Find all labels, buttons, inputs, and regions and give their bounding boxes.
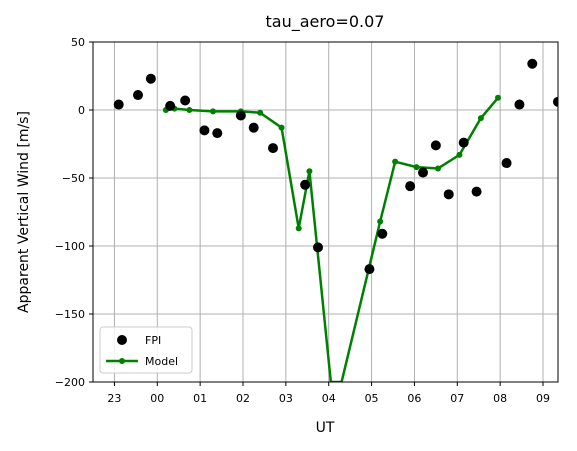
fpi-point [471,186,482,197]
fpi-point [377,228,388,239]
fpi-point [133,90,143,101]
model-point [413,164,420,171]
plot-area [113,58,558,382]
model-point [435,165,441,172]
model-point [456,151,463,158]
fpi-point [458,137,469,148]
legend-model-marker [119,358,125,364]
fpi-point [248,122,259,133]
y-axis-label: Apparent Vertical Wind [m/s] [16,111,32,313]
fpi-point [418,167,428,178]
fpi-point [268,143,278,154]
y-tick-label: −50 [62,172,85,185]
fpi-point [527,58,538,69]
model-series [162,94,501,382]
model-point [377,218,384,225]
y-tick-label: −100 [55,240,85,253]
x-tick-label: 05 [365,392,379,405]
fpi-point [235,110,246,121]
y-tick-label: 50 [71,36,85,49]
model-point [278,124,285,131]
fpi-point [165,100,176,111]
fpi-point [501,158,512,169]
x-tick-label: 03 [279,392,293,405]
x-tick-label: 06 [407,392,421,405]
model-point [257,109,264,116]
x-tick-label: 23 [107,392,121,405]
fpi-point [212,128,223,139]
fpi-point [443,189,454,200]
model-line [165,96,499,382]
model-point [210,108,216,115]
fpi-point [300,179,311,190]
chart-title: tau_aero=0.07 [266,12,385,32]
model-point [495,94,501,101]
y-axis: 50 0 −50 −100 −150 −200 [55,36,93,389]
fpi-point [113,99,124,110]
y-tick-label: 0 [78,104,85,117]
x-tick-label: 01 [193,392,207,405]
fpi-point [553,96,558,107]
fpi-point [199,125,210,136]
fpi-point [364,264,375,275]
fpi-point [430,140,441,151]
model-point [295,225,302,232]
legend-fpi-marker [117,335,127,345]
x-tick-label: 08 [493,392,507,405]
legend-model-label: Model [145,355,178,368]
model-point [477,115,484,122]
x-tick-label: 00 [150,392,164,405]
fpi-point [313,242,323,253]
x-tick-label: 02 [236,392,250,405]
model-point [186,107,193,113]
x-tick-label: 09 [536,392,550,405]
fpi-point [514,99,525,110]
plot-frame [92,41,559,383]
y-tick-label: −150 [55,308,85,321]
fpi-point [405,181,416,192]
x-axis: 23 00 01 02 03 04 05 06 07 08 09 [107,382,550,405]
x-axis-label: UT [316,420,335,436]
model-point [306,168,313,175]
fpi-series [113,58,558,275]
fpi-point [180,95,191,106]
x-tick-label: 07 [450,392,464,405]
y-tick-label: −200 [55,376,85,389]
fpi-point [145,73,156,84]
legend: FPI Model [99,326,193,374]
legend-fpi-label: FPI [145,334,161,347]
x-tick-label: 04 [322,392,336,405]
model-point [392,158,399,165]
